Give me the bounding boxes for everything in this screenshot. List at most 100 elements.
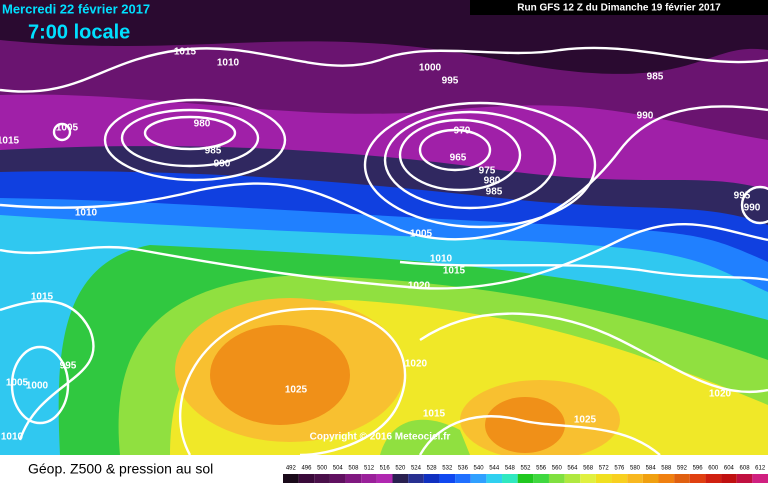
legend-label: 608 — [740, 466, 751, 472]
legend-swatch — [658, 474, 675, 483]
isobar-label: 1015 — [443, 266, 466, 277]
legend-swatch — [376, 474, 393, 483]
legend-swatch — [736, 474, 753, 483]
local-time: 7:00 locale — [28, 21, 130, 43]
isobar-label: 990 — [744, 203, 761, 214]
footer-title: Géop. Z500 & pression au sol — [28, 461, 213, 477]
legend-swatch — [329, 474, 346, 483]
legend-label: 572 — [599, 466, 610, 472]
legend-swatch — [689, 474, 706, 483]
isobar-label: 1015 — [0, 136, 20, 147]
legend-swatch — [674, 474, 690, 483]
run-info: Run GFS 12 Z du Dimanche 19 février 2017 — [517, 3, 721, 14]
legend-label: 516 — [380, 466, 391, 472]
legend-swatch — [595, 474, 612, 483]
legend-swatch — [361, 474, 377, 483]
legend-label: 560 — [552, 466, 563, 472]
isobar-label: 1015 — [174, 47, 197, 58]
legend-label: 552 — [520, 466, 531, 472]
isobar-label: 1005 — [56, 123, 79, 134]
legend-label: 596 — [693, 466, 704, 472]
isobar-label: 985 — [647, 72, 664, 83]
isobar-label: 1000 — [26, 381, 49, 392]
legend-swatch — [283, 474, 299, 483]
legend-swatch — [752, 474, 768, 483]
legend-label: 592 — [677, 466, 688, 472]
legend-swatch — [314, 474, 330, 483]
isobar-label: 975 — [479, 166, 496, 177]
isobar-label: 995 — [442, 76, 459, 87]
run-banner — [470, 0, 768, 15]
isobar-labels: 1015101010009959859901005101598098599097… — [0, 47, 761, 443]
color-legend: 492 496 500 504 508 512 516 520 524 528 532 536 540 5… — [283, 466, 768, 483]
isobars — [0, 46, 768, 457]
isobar-label: 1005 — [410, 229, 433, 240]
legend-label: 492 — [286, 466, 297, 472]
legend-label: 532 — [442, 466, 453, 472]
legend-label: 564 — [567, 466, 578, 472]
isobar-label: 1020 — [405, 359, 428, 370]
legend-label: 544 — [489, 466, 500, 472]
legend-label: 568 — [583, 466, 594, 472]
legend-label: 504 — [333, 466, 344, 472]
legend-swatch — [533, 474, 549, 483]
background-fields — [0, 0, 768, 460]
legend-swatch — [611, 474, 628, 483]
copyright: Copyright © 2016 Meteociel.fr — [310, 432, 451, 443]
isobar-label: 1010 — [217, 58, 240, 69]
date: Mercredi 22 février 2017 — [2, 1, 150, 16]
legend-label: 508 — [348, 466, 359, 472]
legend-label: 548 — [505, 466, 516, 472]
legend-label: 524 — [411, 466, 422, 472]
legend-label: 612 — [755, 466, 766, 472]
legend-swatch — [392, 474, 409, 483]
isobar-label: 1020 — [408, 281, 431, 292]
isobar-label: 1015 — [31, 292, 54, 303]
legend-swatch — [470, 474, 487, 483]
legend-label: 500 — [317, 466, 328, 472]
isobar-label: 1010 — [1, 432, 24, 443]
isobar-label: 995 — [734, 191, 751, 202]
legend-label: 556 — [536, 466, 547, 472]
isobar-label: 980 — [484, 176, 501, 187]
isobar-label: 995 — [60, 361, 77, 372]
legend-swatch — [502, 474, 518, 483]
legend-label: 576 — [614, 466, 625, 472]
legend-swatch — [580, 474, 596, 483]
legend-label: 540 — [474, 466, 485, 472]
isobar-label: 990 — [214, 159, 231, 170]
legend-swatch — [517, 474, 534, 483]
legend-label: 604 — [724, 466, 735, 472]
legend-swatch — [345, 474, 362, 483]
isobar-label: 970 — [454, 126, 471, 137]
legend-label: 600 — [708, 466, 719, 472]
legend-swatch — [486, 474, 503, 483]
legend-swatch — [721, 474, 737, 483]
isobar-label: 1000 — [419, 63, 442, 74]
legend-label: 584 — [646, 466, 657, 472]
isobar-label: 1025 — [285, 385, 308, 396]
legend-label: 496 — [301, 466, 312, 472]
legend-swatch — [564, 474, 581, 483]
legend-label: 520 — [395, 466, 406, 472]
legend-swatch — [705, 474, 722, 483]
isobar-label: 980 — [194, 119, 211, 130]
legend-swatch — [642, 474, 659, 483]
legend-swatch — [455, 474, 471, 483]
legend-swatch — [408, 474, 424, 483]
legend-label: 588 — [661, 466, 672, 472]
isobar-label: 1010 — [75, 208, 98, 219]
legend-label: 528 — [427, 466, 438, 472]
isobar-label: 985 — [486, 187, 503, 198]
legend-swatch — [627, 474, 643, 483]
isobar-label: 1015 — [423, 409, 446, 420]
isobar-label: 985 — [205, 146, 222, 157]
legend-swatch — [423, 474, 440, 483]
isobar-label: 1020 — [709, 389, 732, 400]
legend-swatch — [298, 474, 315, 483]
isobar-label: 1005 — [6, 378, 29, 389]
legend-label: 512 — [364, 466, 375, 472]
legend-swatch — [548, 474, 565, 483]
isobar-label: 1010 — [430, 254, 453, 265]
